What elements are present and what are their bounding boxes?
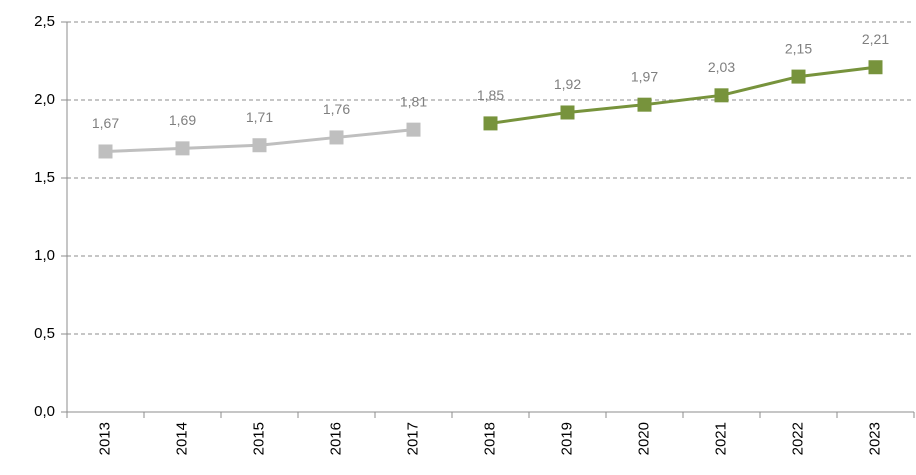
marker [560,105,575,120]
data-label: 1,85 [477,87,504,103]
marker [483,116,498,131]
series-line [490,65,876,125]
x-tick-label: 2017 [404,422,421,455]
y-tick-label: 2,5 [34,13,55,30]
marker [98,144,113,159]
marker [868,60,883,75]
data-label: 1,81 [400,93,427,109]
y-tick-label: 2,0 [34,91,55,108]
y-tick-label: 0,5 [34,325,55,342]
x-tick-label: 2022 [789,422,806,455]
data-label: 2,03 [708,59,735,75]
data-label: 1,97 [631,68,658,84]
x-tick-label: 2013 [96,422,113,455]
data-label: 2,15 [785,40,812,56]
x-tick-label: 2016 [327,422,344,455]
marker [252,138,267,153]
data-label: 1,67 [92,115,119,131]
marker [714,88,729,103]
x-tick-label: 2020 [635,422,652,455]
x-tick-label: 2018 [481,422,498,455]
y-tick-label: 1,0 [34,247,55,264]
marker [329,130,344,145]
marker [175,141,190,156]
x-tick-label: 2021 [712,422,729,455]
y-tick-label: 1,5 [34,169,55,186]
x-tick-label: 2015 [250,422,267,455]
data-label: 2,21 [862,31,889,47]
y-tick-label: 0,0 [34,403,55,420]
x-tick-label: 2014 [173,422,190,455]
marker [637,97,652,112]
marker [406,122,421,137]
data-label: 1,71 [246,109,273,125]
data-label: 1,76 [323,101,350,117]
data-label: 1,69 [169,112,196,128]
x-tick-label: 2023 [866,422,883,455]
data-label: 1,92 [554,76,581,92]
x-tick-label: 2019 [558,422,575,455]
marker [791,69,806,84]
